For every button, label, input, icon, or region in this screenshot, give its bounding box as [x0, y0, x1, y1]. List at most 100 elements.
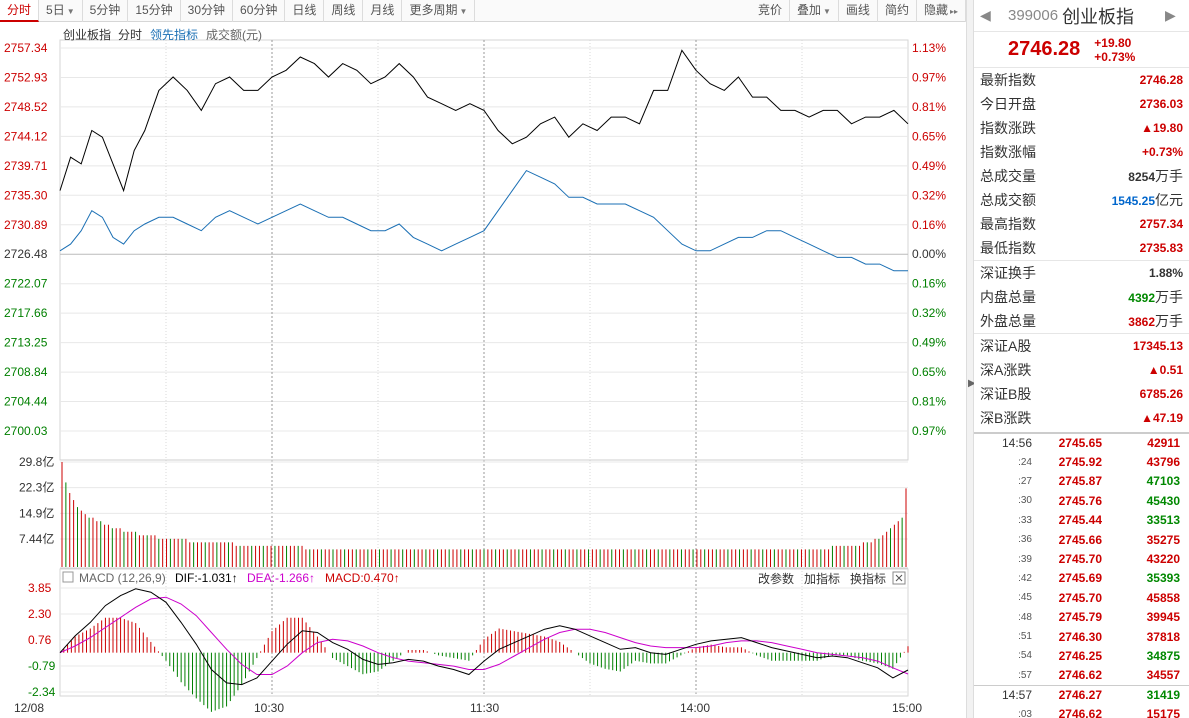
tick-row[interactable]: :42 2745.69 35393 — [974, 569, 1189, 588]
tick-price: 2746.25 — [1058, 648, 1102, 663]
stat-value-text: 3862 — [1128, 315, 1155, 329]
tick-row[interactable]: 14:57 2746.27 31419 — [974, 685, 1189, 704]
tick-list[interactable]: 14:56 2745.65 42911:24 2745.92 43796 :27 2745.… — [974, 432, 1189, 718]
price-tick-label: 2717.66 — [4, 306, 48, 320]
tick-row[interactable]: 14:56 2745.65 42911 — [974, 433, 1189, 452]
stat-value: ▲0.51 — [1148, 363, 1183, 377]
time-axis-label: 12/08 — [14, 701, 44, 715]
stat-label: 外盘总量 — [980, 313, 1036, 329]
stat-value: 2757.34 — [1140, 217, 1183, 231]
tick-row[interactable]: :54 2746.25 34875 — [974, 646, 1189, 665]
macd-legend-dea: DEA:-1.266↑ — [247, 571, 315, 585]
quote-summary: 2746.28 +19.80 +0.73% — [974, 32, 1189, 68]
toolbar-btn-right-3[interactable]: 简约 — [878, 0, 917, 22]
stat-row: 外盘总量 3862万手 — [974, 309, 1189, 333]
stat-label: 最低指数 — [980, 240, 1036, 256]
tick-volume: 45858 — [1146, 590, 1180, 605]
price-tick-label: 2757.34 — [4, 41, 48, 55]
tick-row[interactable]: :03 2746.62 15175 — [974, 704, 1189, 718]
last-price: 2746.28 — [1008, 38, 1081, 60]
tick-price: 2745.66 — [1058, 532, 1102, 547]
prev-stock-icon[interactable]: ◀ — [980, 7, 991, 23]
tick-time: 14:56 — [1001, 436, 1032, 451]
collapse-arrow-icon[interactable]: ▶ — [968, 378, 976, 389]
toolbar-btn-left-9[interactable]: 更多周期 ▼ — [402, 0, 476, 22]
stat-unit: 亿元 — [1155, 192, 1183, 208]
macd-panel-frame — [59, 568, 909, 697]
stat-value: 2736.03 — [1140, 97, 1183, 111]
volume-tick-label: 14.9亿 — [19, 505, 54, 520]
toolbar-btn-right-0[interactable]: 竞价 — [751, 0, 790, 22]
toolbar-btn-left-2[interactable]: 5分钟 — [83, 0, 129, 22]
tick-volume: 34557 — [1146, 668, 1180, 683]
stat-label: 深证A股 — [980, 338, 1032, 354]
stat-value-text: 8254 — [1128, 170, 1155, 184]
toolbar-btn-right-1[interactable]: 叠加 ▼ — [790, 0, 839, 22]
tick-row[interactable]: :57 2746.62 34557 — [974, 666, 1189, 685]
toolbar-btn-left-4[interactable]: 30分钟 — [181, 0, 234, 22]
price-change-pct: +0.73% — [1094, 49, 1136, 64]
macd-tick-label: 2.30 — [28, 607, 52, 621]
tick-row[interactable]: :51 2746.30 37818 — [974, 627, 1189, 646]
tick-row[interactable]: :36 2745.66 35275 — [974, 530, 1189, 549]
pct-tick-label: 0.81% — [912, 395, 946, 409]
pct-tick-label: 0.32% — [912, 306, 946, 320]
tick-price: 2745.87 — [1058, 474, 1102, 489]
tick-price: 2746.30 — [1058, 629, 1102, 644]
price-tick-label: 2744.12 — [4, 129, 48, 143]
pct-tick-label: 0.16% — [912, 277, 946, 291]
toolbar-btn-left-1[interactable]: 5日 ▼ — [39, 0, 83, 22]
next-stock-icon[interactable]: ▶ — [1165, 7, 1176, 23]
stat-value-text: 2757.34 — [1139, 217, 1183, 231]
tick-price: 2746.62 — [1058, 707, 1102, 718]
toolbar-btn-right-2[interactable]: 画线 — [839, 0, 878, 22]
stat-row: 深证B股 6785.26 — [974, 382, 1189, 406]
dif-line — [59, 588, 909, 686]
macd-action-button[interactable]: 换指标 — [850, 571, 886, 586]
macd-action-button[interactable]: 加指标 — [804, 571, 840, 586]
stat-row: 指数涨跌 ▲19.80 — [974, 116, 1189, 140]
tick-row[interactable]: :33 2745.44 33513 — [974, 511, 1189, 530]
tick-price: 2745.70 — [1058, 590, 1102, 605]
tick-time: :27 — [1018, 475, 1032, 487]
toolbar-btn-left-5[interactable]: 60分钟 — [233, 0, 286, 22]
toolbar-btn-left-8[interactable]: 月线 — [363, 0, 403, 22]
macd-action-button[interactable]: 改参数 — [758, 571, 794, 586]
stat-value-text: 2736.03 — [1139, 97, 1183, 111]
pct-tick-label: 0.16% — [912, 218, 946, 232]
stat-label: 深证B股 — [980, 386, 1032, 402]
stat-value: 2746.28 — [1140, 73, 1183, 87]
toolbar-btn-left-3[interactable]: 15分钟 — [128, 0, 181, 22]
tick-row[interactable]: :24 2745.92 43796 — [974, 452, 1189, 471]
tick-volume: 31419 — [1146, 688, 1180, 703]
tick-price: 2746.27 — [1058, 688, 1102, 703]
tick-row[interactable]: :45 2745.70 45858 — [974, 588, 1189, 607]
panel-divider[interactable]: ▶ — [966, 0, 976, 718]
toolbar-btn-right-4[interactable]: 隐藏 ▸▸ — [917, 0, 966, 22]
toolbar-btn-label: 月线 — [370, 3, 395, 17]
tick-row[interactable]: :30 2745.76 45430 — [974, 491, 1189, 510]
toolbar-btn-left-7[interactable]: 周线 — [324, 0, 364, 22]
toolbar-btn-left-6[interactable]: 日线 — [285, 0, 325, 22]
tick-volume: 35275 — [1146, 532, 1180, 547]
index-stats: 最新指数 2746.28 今日开盘 2736.03 指数涨跌 ▲19.80 指数涨幅 +0.7… — [974, 68, 1189, 260]
stat-row: 最低指数 2735.83 — [974, 236, 1189, 260]
pct-tick-label: 0.65% — [912, 129, 946, 143]
intraday-chart-svg[interactable]: 2757.34 1.13% 2752.93 0.97% 2748.52 0.81% 2744… — [0, 22, 966, 718]
tick-row[interactable]: :48 2745.79 39945 — [974, 608, 1189, 627]
macd-tick-label: -2.34 — [28, 685, 56, 699]
stat-label: 总成交额 — [980, 192, 1036, 208]
tick-time: :03 — [1018, 708, 1032, 718]
stat-label: 最新指数 — [980, 72, 1036, 88]
tick-price: 2745.92 — [1058, 455, 1102, 470]
toolbar-btn-left-0[interactable]: 分时 — [0, 0, 40, 22]
stat-row: 最新指数 2746.28 — [974, 68, 1189, 92]
chart-area[interactable]: 2757.34 1.13% 2752.93 0.97% 2748.52 0.81% 2744… — [0, 22, 966, 718]
toolbar-btn-label: 更多周期 — [409, 3, 458, 17]
lead-indicator-line — [59, 169, 908, 272]
stat-row: 总成交额 1545.25亿元 — [974, 188, 1189, 212]
dea-line — [59, 596, 909, 675]
tick-price: 2745.76 — [1058, 493, 1102, 508]
tick-row[interactable]: :27 2745.87 47103 — [974, 472, 1189, 491]
tick-row[interactable]: :39 2745.70 43220 — [974, 549, 1189, 568]
